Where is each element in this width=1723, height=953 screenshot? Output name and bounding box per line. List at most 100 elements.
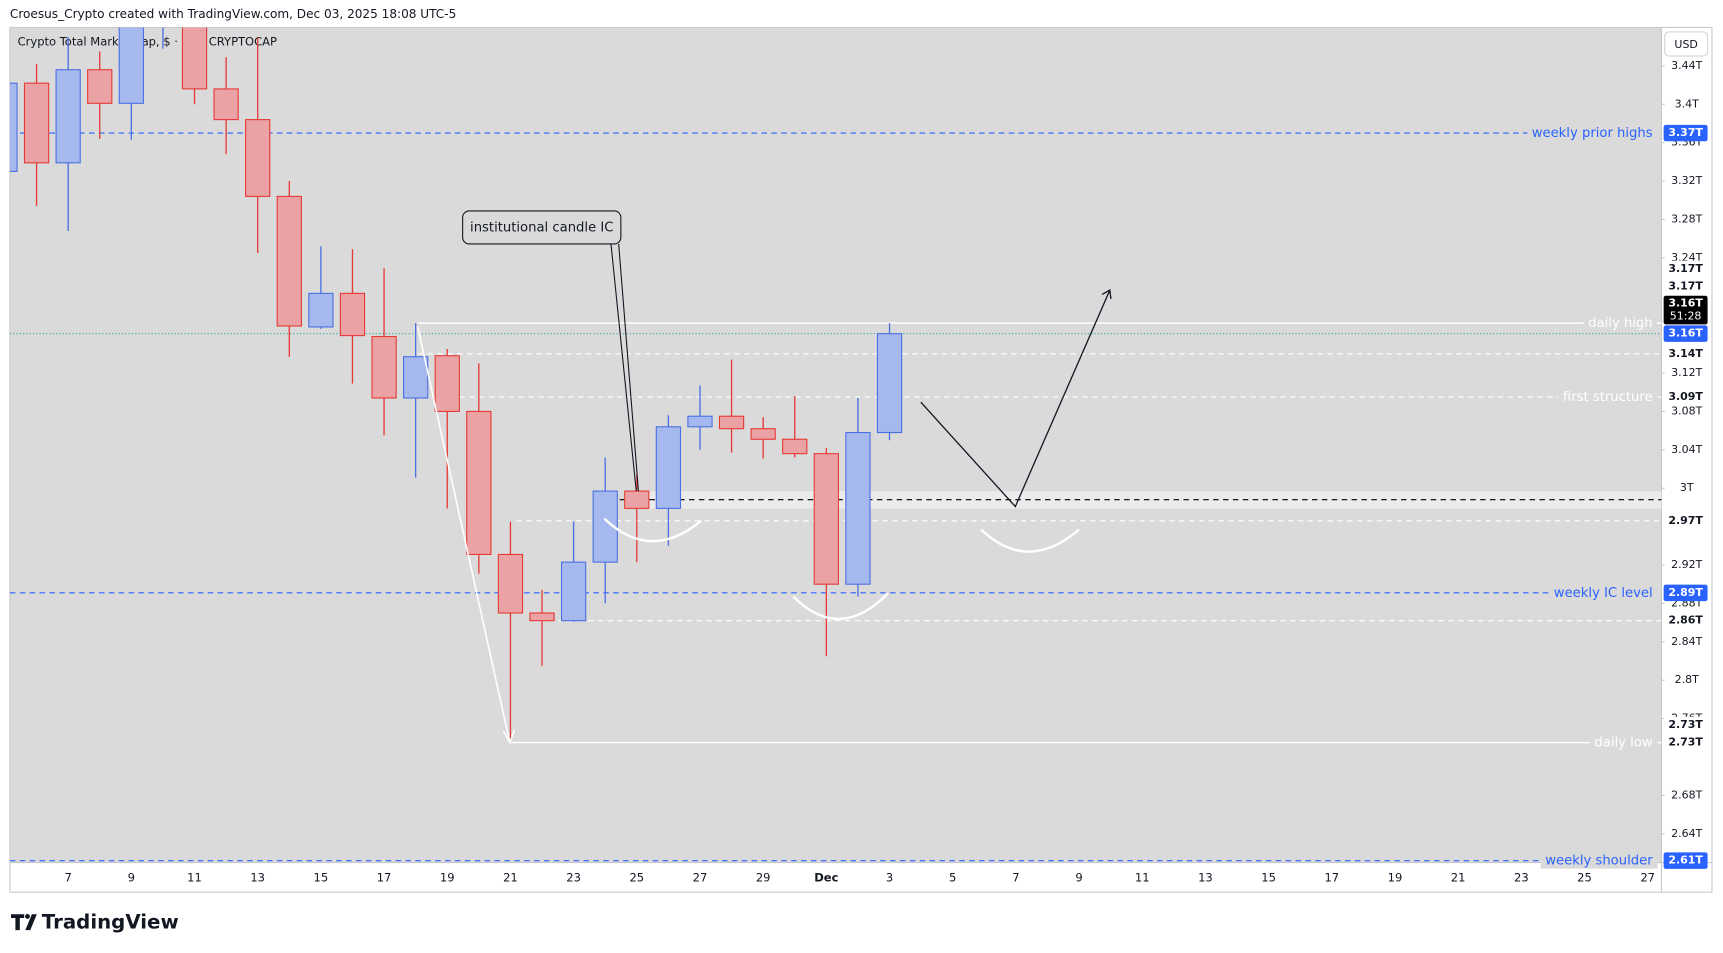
x-tick-label: 3	[886, 870, 893, 884]
y-tick-label: 3T	[1680, 481, 1694, 494]
x-tick-label: 13	[1198, 870, 1213, 884]
price-tag	[1663, 295, 1708, 325]
price-tag	[1663, 716, 1708, 734]
y-tick-label: 3.4T	[1675, 97, 1699, 110]
candle-body	[624, 490, 650, 509]
x-tick-label: Dec	[814, 870, 838, 884]
y-tick-label: 3.44T	[1671, 59, 1702, 72]
candle-body	[687, 415, 713, 428]
overlay: weekly prior highs daily high first struct…	[64, 59, 1708, 884]
candle-body	[655, 426, 682, 509]
x-tick-label: 21	[1451, 870, 1466, 884]
price-tag	[1663, 278, 1708, 295]
price-tag	[1663, 852, 1708, 869]
y-tick-label: 2.64T	[1671, 827, 1702, 840]
price-tag-label: 2.73T	[1668, 736, 1703, 749]
price-tag	[1663, 325, 1708, 342]
price-tag-label: 3.16T	[1668, 327, 1703, 340]
x-tick-label: 19	[1388, 870, 1403, 884]
price-tag-label: 2.86T	[1668, 614, 1703, 627]
candle-body	[813, 453, 839, 585]
brand-name: TradingView	[42, 911, 179, 934]
y-tick-label: 3.32T	[1671, 174, 1702, 187]
callout-box	[462, 210, 622, 245]
x-tick-label: 7	[64, 870, 71, 884]
level-label: weekly prior highs	[1532, 126, 1653, 141]
y-tick-label: 3.08T	[1671, 404, 1702, 417]
price-tag-label: 3.17T	[1668, 279, 1703, 292]
y-tick-label: 3.12T	[1671, 366, 1702, 379]
candle-body	[845, 431, 871, 585]
candle-body	[9, 82, 18, 173]
x-tick-label: 15	[314, 870, 329, 884]
level-label: daily high	[1588, 316, 1652, 331]
price-tag	[1663, 345, 1708, 363]
drawing-arrow	[920, 289, 1112, 508]
x-tick-label: 25	[629, 870, 644, 884]
price-tag	[1663, 584, 1708, 602]
candle-body	[403, 356, 429, 399]
candle-body	[245, 119, 271, 197]
plot	[9, 27, 1662, 862]
candle-body	[529, 612, 555, 622]
level-label-bg	[1540, 853, 1658, 869]
credit: Croesus_Crypto created with TradingView.…	[10, 7, 456, 21]
candle-body	[339, 292, 366, 337]
price-tag-label: 3.16T	[1668, 296, 1703, 309]
y-tick-label: 3.28T	[1671, 212, 1702, 225]
currency-label: USD	[1674, 38, 1697, 51]
candle-body	[466, 410, 492, 555]
price-tag-label: 2.97T	[1668, 514, 1703, 527]
x-tick-label: 21	[503, 870, 518, 884]
candle-body	[434, 355, 460, 412]
price-tag-label: 2.61T	[1668, 854, 1703, 867]
brand-logo	[11, 913, 37, 931]
y-tick-label: 3.04T	[1671, 443, 1702, 456]
candle-body	[497, 553, 524, 614]
x-tick-label: 29	[756, 870, 771, 884]
currency-button[interactable]	[1664, 31, 1709, 57]
x-tick-label: 17	[377, 870, 392, 884]
candle-body	[23, 82, 50, 164]
price-tag-label: 3.37T	[1668, 126, 1703, 139]
drawing-arc	[980, 528, 1080, 553]
level-label-bg	[1558, 390, 1658, 406]
price-tag	[1663, 612, 1708, 629]
candle-body	[276, 195, 302, 327]
x-tick-label: 7	[1012, 870, 1019, 884]
candle-body	[371, 336, 397, 399]
drawing-arc	[792, 592, 889, 621]
x-tick-label: 19	[440, 870, 455, 884]
price-tag-label: 3.17T	[1668, 262, 1703, 275]
level-label-bg	[1590, 735, 1658, 751]
candle-body	[876, 333, 903, 434]
x-tick-label: 23	[566, 870, 581, 884]
drawing-arrow	[416, 326, 516, 745]
x-tick-label: 9	[1075, 870, 1082, 884]
y-tick-label: 2.92T	[1671, 558, 1702, 571]
candle-body	[718, 415, 745, 430]
y-tick-label: 2.68T	[1671, 788, 1702, 801]
drawing-arc	[603, 517, 702, 543]
y-tick-label: 3.24T	[1671, 251, 1702, 264]
level-label-bg	[1527, 126, 1658, 142]
candle-body	[750, 428, 776, 440]
candle-body	[782, 438, 808, 455]
x-tick-label: 9	[128, 870, 135, 884]
level-label: weekly shoulder	[1545, 854, 1653, 869]
candle-body	[308, 292, 334, 328]
candle-body	[118, 27, 144, 104]
x-tick-label: 11	[1135, 870, 1150, 884]
plot-area	[9, 27, 1662, 863]
level-label-bg	[1583, 316, 1658, 332]
level-label: first structure	[1563, 390, 1653, 405]
candle-body	[213, 88, 239, 121]
x-tick-label: 11	[187, 870, 202, 884]
price-tag-label: 2.73T	[1668, 718, 1703, 731]
y-tick-label: 2.8T	[1675, 673, 1699, 686]
price-tag	[1663, 388, 1708, 406]
candle-body	[560, 561, 587, 622]
x-tick-label: 25	[1577, 870, 1592, 884]
x-tick-label: 5	[949, 870, 956, 884]
